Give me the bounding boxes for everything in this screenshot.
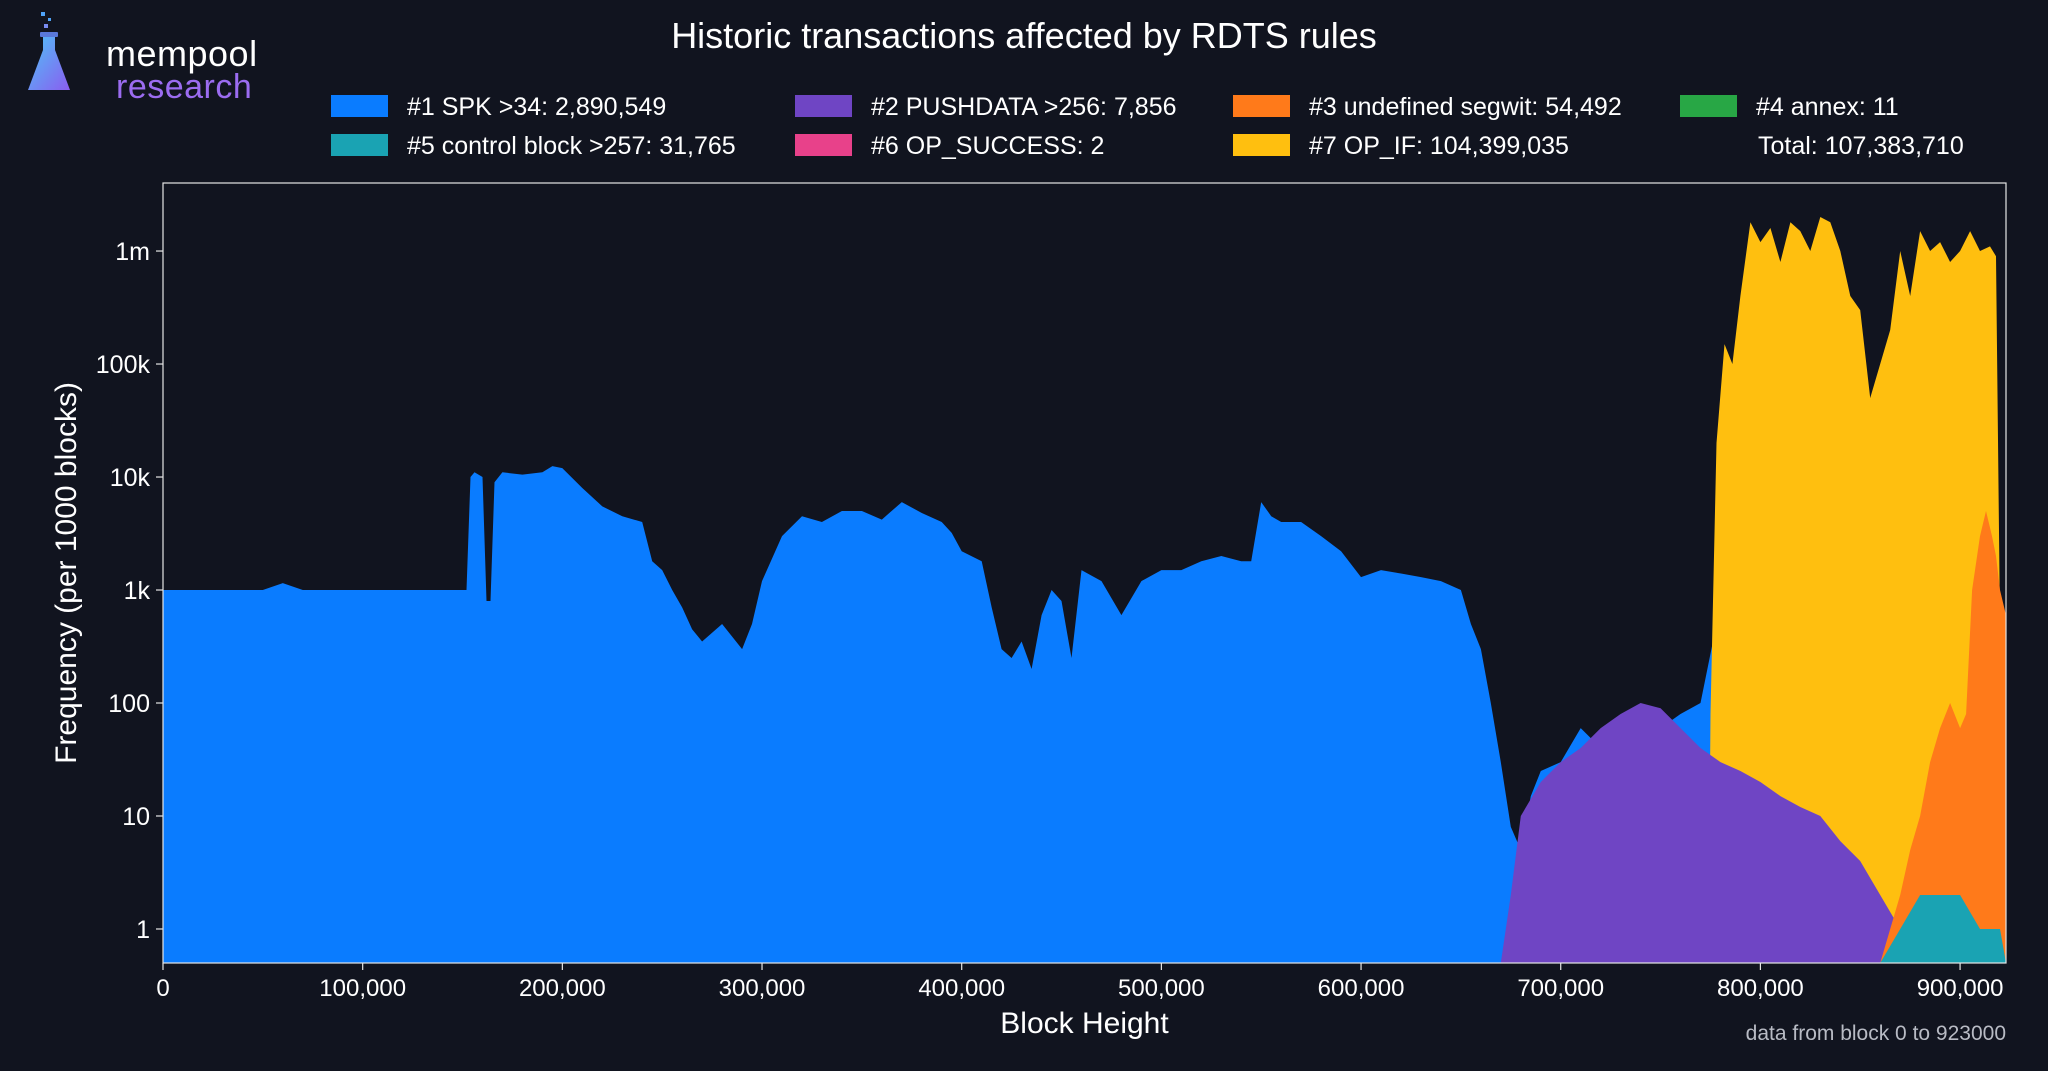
series-5-5-control-block-257 (1880, 895, 2006, 963)
legend-label: #2 PUSHDATA >256: 7,856 (871, 93, 1177, 121)
legend-label: #1 SPK >34: 2,890,549 (407, 93, 666, 121)
legend-item-2: #2 PUSHDATA >256: 7,856 (795, 93, 1177, 121)
x-tick-label: 300,000 (719, 975, 806, 1002)
legend-item-6: #6 OP_SUCCESS: 2 (795, 132, 1104, 160)
legend-swatch (1233, 95, 1290, 117)
legend-label: #4 annex: 11 (1756, 93, 1899, 121)
y-tick-label: 100k (96, 351, 151, 379)
x-axis-label: Block Height (1000, 1007, 1169, 1040)
legend-item-7: #7 OP_IF: 104,399,035 (1233, 132, 1569, 160)
plot-frame (162, 182, 2007, 964)
chart-title: Historic transactions affected by RDTS r… (671, 15, 1377, 56)
legend-item-4: #4 annex: 11 (1680, 93, 1899, 121)
legend-swatch (1233, 134, 1290, 156)
x-tick-label: 900,000 (1917, 975, 2004, 1002)
legend-swatch (331, 95, 388, 117)
x-tick-label: 800,000 (1717, 975, 1804, 1002)
y-tick-label: 100 (108, 690, 150, 718)
legend: #1 SPK >34: 2,890,549 #2 PUSHDATA >256: 7… (331, 93, 1964, 160)
legend-swatch (1680, 95, 1737, 117)
legend-swatch (795, 134, 852, 156)
legend-swatch (795, 95, 852, 117)
legend-item-1: #1 SPK >34: 2,890,549 (331, 93, 666, 121)
y-tick-label: 1k (124, 577, 151, 605)
x-tick-label: 100,000 (319, 975, 406, 1002)
legend-item-3: #3 undefined segwit: 54,492 (1233, 93, 1622, 121)
legend-label: #7 OP_IF: 104,399,035 (1309, 132, 1569, 160)
x-tick-label: 700,000 (1517, 975, 1604, 1002)
series-2-2-pushdata-256 (1500, 703, 1921, 963)
x-tick-label: 500,000 (1118, 975, 1205, 1002)
footnote: data from block 0 to 923000 (1745, 1022, 2006, 1045)
y-tick-label: 1m (115, 238, 150, 266)
x-tick-label: 200,000 (519, 975, 606, 1002)
plot-area (163, 217, 2006, 963)
flask-logo-icon (28, 12, 70, 90)
legend-label: #6 OP_SUCCESS: 2 (871, 132, 1104, 160)
axes: 0 100,000 200,000 300,000 400,000 500,000 600,… (50, 182, 2007, 1040)
x-tick-label: 600,000 (1318, 975, 1405, 1002)
x-tick-label: 400,000 (918, 975, 1005, 1002)
legend-item-5: #5 control block >257: 31,765 (331, 132, 736, 160)
y-tick-label: 10 (122, 803, 150, 831)
series-7-7-op-if (1708, 217, 2000, 963)
y-tick-label: 10k (110, 464, 151, 492)
logo-text-research: research (116, 68, 253, 106)
legend-swatch (331, 134, 388, 156)
series-area (1500, 703, 1921, 963)
series-area (1708, 217, 2000, 963)
logo-text-mempool: mempool (106, 33, 258, 74)
series-3-3-undefined-segwit (1880, 511, 2006, 963)
legend-label: #5 control block >257: 31,765 (407, 132, 736, 160)
y-tick-label: 1 (136, 916, 150, 944)
legend-label: #3 undefined segwit: 54,492 (1309, 93, 1622, 121)
series-area (1880, 895, 2006, 963)
x-tick-label: 0 (156, 975, 169, 1002)
legend-total: Total: 107,383,710 (1758, 132, 1964, 160)
series-area (1880, 511, 2006, 963)
mempool-research-logo: mempool research (26, 10, 286, 104)
y-axis-label: Frequency (per 1000 blocks) (50, 382, 83, 764)
